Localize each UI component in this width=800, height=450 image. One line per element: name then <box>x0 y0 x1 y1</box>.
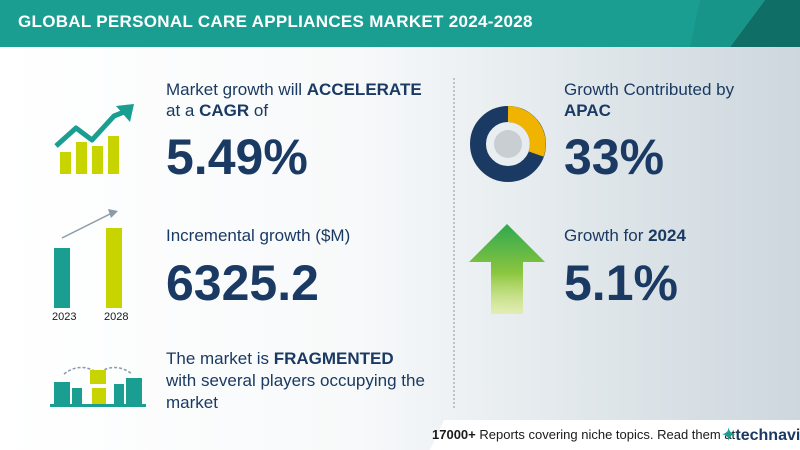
title-banner <box>0 0 800 47</box>
up-arrow-icon <box>469 224 545 314</box>
footer-text: 17000+ Reports covering niche topics. Re… <box>432 427 735 442</box>
market-line-1-text: The market is <box>166 349 274 368</box>
cagr-line-2-suffix: of <box>249 101 269 120</box>
cagr-value: 5.49% <box>166 129 308 185</box>
footer-bar <box>430 420 800 450</box>
cagr-accelerate: ACCELERATE <box>306 80 422 99</box>
footer-count: 17000+ <box>432 427 476 442</box>
cagr-line-1-text: Market growth will <box>166 80 307 99</box>
year-end-label: 2028 <box>104 311 129 323</box>
buildings-icon <box>50 366 146 407</box>
cagr-line-2-text: at a <box>166 101 200 120</box>
region-value: 33% <box>564 129 665 185</box>
footer-caption: Reports covering niche topics. Read them… <box>475 427 736 442</box>
growth-chart-icon <box>54 104 134 174</box>
market-line-3: market <box>166 393 218 412</box>
page-title: GLOBAL PERSONAL CARE APPLIANCES MARKET 2… <box>18 12 533 31</box>
cagr-label: CAGR <box>199 101 250 120</box>
incremental-label: Incremental growth ($M) <box>166 226 351 245</box>
incremental-value: 6325.2 <box>166 255 319 311</box>
market-line-2: with several players occupying the <box>166 371 425 390</box>
brand-logo[interactable]: ✦technavio <box>722 425 800 445</box>
brand-name: technavio <box>735 427 800 444</box>
market-line-1: The market is FRAGMENTED <box>166 348 394 370</box>
growth-year-value: 5.1% <box>564 255 678 311</box>
region-name: APAC <box>564 101 611 120</box>
growth-year-text: Growth for <box>564 226 649 245</box>
cagr-line-2: at a CAGR of <box>166 100 268 122</box>
column-divider <box>453 78 455 408</box>
year-start-label: 2023 <box>52 311 77 323</box>
growth-year: 2024 <box>648 226 686 245</box>
bar-compare-icon <box>54 209 122 308</box>
market-fragmented: FRAGMENTED <box>273 349 394 368</box>
region-label: Growth Contributed by <box>564 80 735 99</box>
brand-mark-icon: ✦ <box>722 427 736 444</box>
cagr-line-1: Market growth will ACCELERATE <box>166 79 422 101</box>
growth-year-label: Growth for 2024 <box>564 225 686 247</box>
donut-chart-icon <box>470 106 546 182</box>
